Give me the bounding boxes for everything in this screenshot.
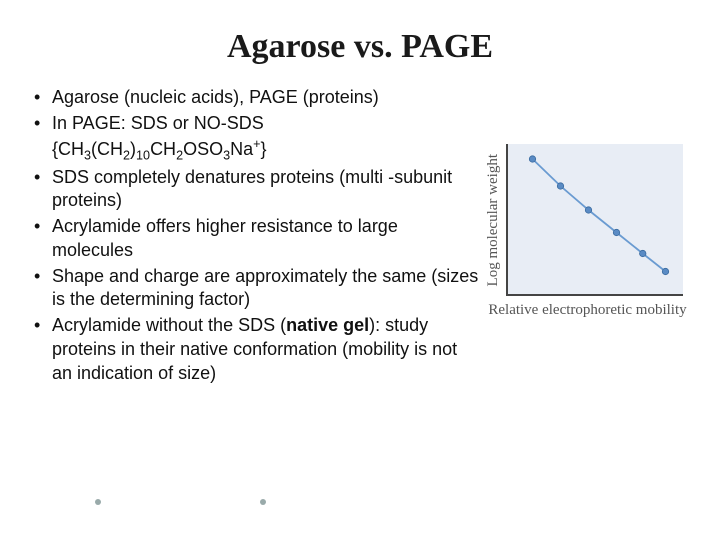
bullet-item: In PAGE: SDS or NO-SDS {CH3(CH2)10CH2OSO… xyxy=(30,112,479,164)
decorative-dot-icon xyxy=(95,499,101,505)
bullet-item: SDS completely denatures proteins (multi… xyxy=(30,166,479,214)
scatter-line-chart xyxy=(506,144,683,296)
bullet-list: Agarose (nucleic acids), PAGE (proteins)… xyxy=(30,86,485,387)
slide: Agarose vs. PAGE Agarose (nucleic acids)… xyxy=(0,0,720,540)
content-row: Agarose (nucleic acids), PAGE (proteins)… xyxy=(30,86,690,387)
decorative-dot-icon xyxy=(260,499,266,505)
chart-x-axis-label: Relative electrophoretic mobility xyxy=(485,302,690,319)
chart-container: Log molecular weight Relative electropho… xyxy=(485,144,690,319)
slide-title: Agarose vs. PAGE xyxy=(30,28,690,66)
bullet-item: Shape and charge are approximately the s… xyxy=(30,265,479,313)
chart-y-axis-label: Log molecular weight xyxy=(485,154,502,286)
bullet-item: Agarose (nucleic acids), PAGE (proteins) xyxy=(30,86,479,110)
bullet-item: Acrylamide without the SDS (native gel):… xyxy=(30,314,479,385)
bullet-item: Acrylamide offers higher resistance to l… xyxy=(30,215,479,263)
